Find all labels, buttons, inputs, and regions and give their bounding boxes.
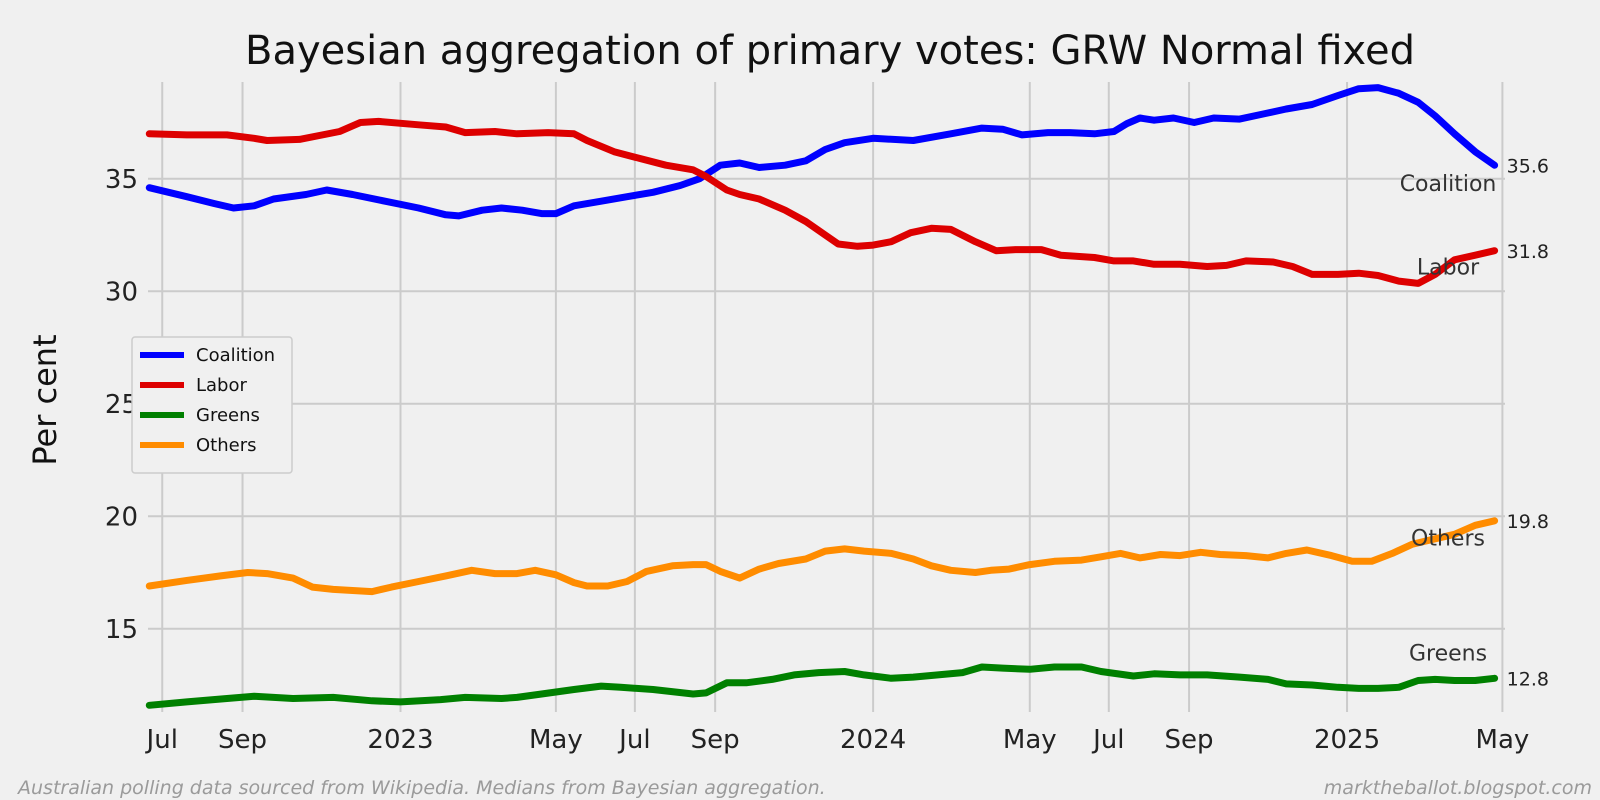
series-name-label-labor: Labor [1417, 255, 1480, 280]
end-value-label-coalition: 35.6 [1507, 155, 1549, 177]
series-line-coalition [145, 84, 1499, 220]
chart-title: Bayesian aggregation of primary votes: G… [245, 28, 1415, 74]
legend-label-labor: Labor [196, 375, 247, 396]
x-tick-label: Sep [218, 725, 267, 755]
legend-label-greens: Greens [196, 405, 260, 426]
y-tick-label: 15 [105, 615, 138, 645]
series-line-greens [145, 663, 1499, 709]
y-tick-label: 35 [105, 165, 138, 195]
x-tick-label: May [529, 725, 583, 755]
x-tick-label: Jul [1091, 725, 1124, 755]
series-name-label-others: Others [1411, 527, 1485, 552]
x-tick-label: May [1003, 725, 1057, 755]
legend-label-others: Others [196, 435, 257, 456]
end-value-label-others: 19.8 [1507, 511, 1549, 533]
footer-source-note: Australian polling data sourced from Wik… [16, 777, 826, 799]
grid-lines [148, 82, 1505, 712]
x-tick-label: Jul [617, 725, 650, 755]
x-tick-label: 2024 [840, 725, 906, 755]
x-tick-label: Sep [691, 725, 740, 755]
series-name-label-coalition: Coalition [1400, 172, 1497, 197]
x-axis-ticks: Jul Sep 2023 May Jul Sep 2024 May Jul Sep 2025 May [145, 725, 1530, 755]
series-line-others [145, 517, 1499, 596]
end-value-label-labor: 31.8 [1507, 241, 1549, 263]
series-annotations: 35.6 31.8 12.8 19.8 Coalition Labor Others Gree… [1400, 155, 1549, 690]
legend: Coalition Labor Greens Others [131, 336, 293, 474]
legend-box [131, 336, 293, 474]
y-tick-label: 30 [105, 277, 138, 307]
x-tick-label: Jul [145, 725, 178, 755]
x-tick-label: 2025 [1314, 725, 1380, 755]
series-name-label-greens: Greens [1409, 641, 1487, 666]
series-line-labor [145, 117, 1499, 287]
y-axis-label: Per cent [26, 334, 64, 465]
legend-label-coalition: Coalition [196, 345, 275, 366]
footer-site: marktheballot.blogspot.com [1324, 777, 1592, 799]
x-tick-label: 2023 [367, 725, 433, 755]
x-tick-label: May [1476, 725, 1530, 755]
end-value-label-greens: 12.8 [1507, 668, 1549, 690]
series-lines [145, 84, 1499, 709]
y-tick-label: 20 [105, 502, 138, 532]
x-tick-label: Sep [1165, 725, 1214, 755]
